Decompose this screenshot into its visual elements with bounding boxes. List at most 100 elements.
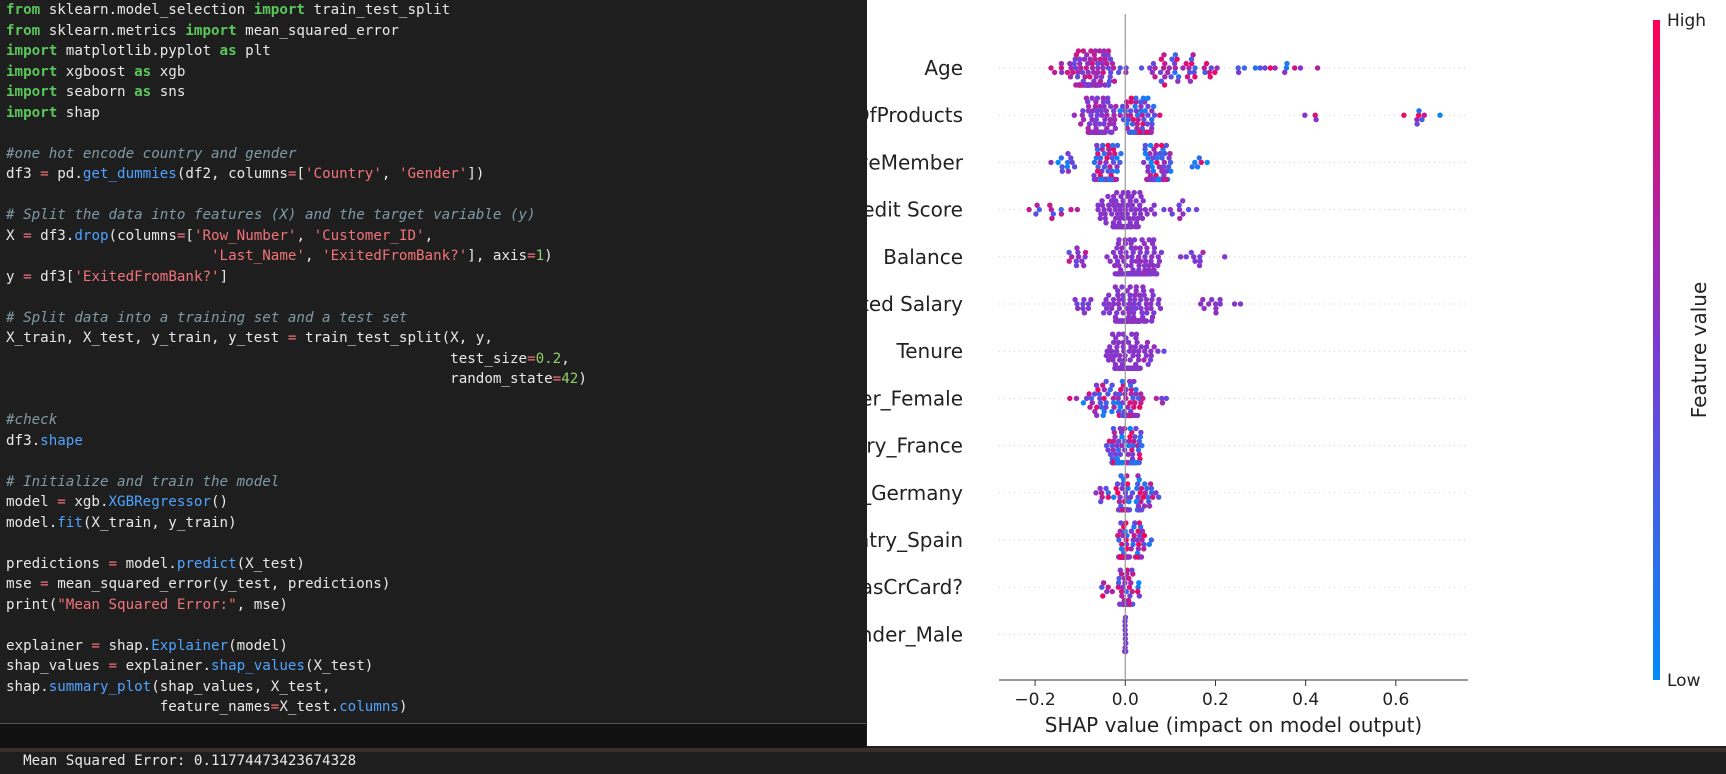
- code-token: sns: [151, 84, 186, 100]
- shap-point: [1078, 121, 1084, 127]
- shap-point: [1085, 103, 1092, 110]
- shap-point: [1113, 335, 1119, 341]
- shap-point: [1160, 164, 1167, 170]
- code-line: # Split data into a training set and a t…: [6, 308, 587, 329]
- shap-point: [1133, 284, 1139, 290]
- shap-point: [1133, 305, 1139, 312]
- shap-point: [1172, 69, 1178, 76]
- shap-point: [1129, 258, 1135, 264]
- feature-label: IsActiveMember: [867, 150, 964, 174]
- shap-point: [1133, 425, 1139, 432]
- shap-point: [1132, 103, 1138, 110]
- shap-point: [1186, 69, 1193, 76]
- shap-point: [1252, 65, 1259, 71]
- shap-point: [1130, 537, 1136, 543]
- code-token: 'ExitedFromBank?': [74, 268, 220, 285]
- shap-point: [1137, 434, 1144, 440]
- shap-point: [1127, 357, 1133, 363]
- shap-point: [1101, 150, 1108, 157]
- code-token: (X_test): [236, 555, 305, 572]
- shap-point: [1127, 494, 1134, 500]
- code-token: ,: [424, 227, 434, 244]
- shap-point: [1110, 447, 1116, 453]
- shap-point: [1135, 447, 1142, 453]
- code-token: X: [6, 227, 24, 244]
- shap-point: [1141, 532, 1148, 539]
- shap-point: [1104, 348, 1110, 354]
- shap-point: [1130, 310, 1137, 316]
- feature-label: Credit Score: [867, 198, 963, 222]
- shap-point: [1083, 65, 1089, 71]
- shap-point: [1068, 206, 1074, 213]
- shap-point: [1073, 82, 1079, 88]
- shap-point: [1109, 60, 1116, 67]
- shap-point: [1136, 292, 1143, 298]
- shap-point: [1282, 69, 1288, 76]
- shap-point: [1169, 56, 1175, 62]
- shap-point: [1119, 245, 1125, 251]
- shap-point: [1123, 249, 1129, 256]
- shap-point: [1067, 74, 1074, 80]
- shap-point: [1095, 65, 1101, 71]
- shap-point: [1132, 292, 1138, 298]
- shap-point: [1106, 310, 1113, 316]
- shap-point: [1144, 249, 1150, 256]
- shap-point: [1159, 155, 1165, 161]
- shap-point: [1114, 189, 1120, 196]
- shap-point: [1118, 588, 1125, 595]
- shap-point: [1058, 206, 1064, 213]
- shap-point: [1137, 245, 1143, 251]
- shap-point: [1075, 305, 1081, 312]
- shap-point: [1130, 215, 1137, 222]
- shap-point: [1126, 584, 1133, 590]
- x-tick-label: 0.0: [1112, 690, 1139, 710]
- code-token: import: [253, 2, 305, 18]
- shap-point: [1116, 305, 1123, 312]
- shap-point: [1235, 65, 1241, 71]
- shap-point: [1094, 108, 1100, 114]
- shap-point: [1074, 301, 1080, 307]
- shap-point: [1110, 400, 1117, 406]
- shap-point: [1105, 82, 1112, 88]
- code-line: predictions = model.predict(X_test): [6, 554, 587, 575]
- shap-point: [1119, 485, 1125, 492]
- shap-point: [1092, 103, 1098, 110]
- shap-point: [1112, 254, 1119, 260]
- shap-point: [1148, 485, 1155, 492]
- shap-point: [1112, 391, 1119, 397]
- shap-point: [1144, 310, 1150, 316]
- shap-point: [1153, 271, 1159, 277]
- shap-point: [1135, 546, 1141, 552]
- code-token: =: [176, 227, 186, 244]
- shap-point: [1151, 237, 1157, 243]
- shap-point: [1139, 310, 1145, 316]
- shap-point: [1105, 142, 1111, 149]
- shap-point: [1188, 249, 1194, 256]
- shap-point: [1088, 48, 1094, 54]
- shap-point: [1125, 202, 1131, 208]
- shap-point: [1136, 262, 1142, 269]
- code-line: import shap: [6, 103, 587, 124]
- shap-point: [1129, 490, 1136, 496]
- shap-point: [1116, 352, 1123, 359]
- shap-point: [1154, 159, 1160, 166]
- shap-point: [1097, 155, 1104, 161]
- shap-point: [1152, 74, 1158, 80]
- shap-point: [1088, 296, 1094, 303]
- shap-point: [1114, 142, 1121, 149]
- shap-point: [1141, 116, 1147, 123]
- shap-point: [1107, 451, 1114, 458]
- shap-point: [1120, 532, 1126, 539]
- shap-point: [1106, 438, 1112, 444]
- shap-point: [1107, 129, 1114, 135]
- code-token: matplotlib.pyplot: [57, 43, 220, 59]
- code-editor[interactable]: from sklearn.model_selection import trai…: [0, 0, 866, 720]
- shap-point: [1115, 447, 1122, 453]
- shap-point: [1100, 382, 1106, 388]
- shap-point: [1197, 258, 1203, 264]
- shap-point: [1132, 296, 1138, 303]
- shap-point: [1100, 65, 1106, 71]
- shap-point: [1103, 220, 1109, 226]
- shap-point: [1149, 164, 1155, 170]
- shap-point: [1103, 404, 1109, 410]
